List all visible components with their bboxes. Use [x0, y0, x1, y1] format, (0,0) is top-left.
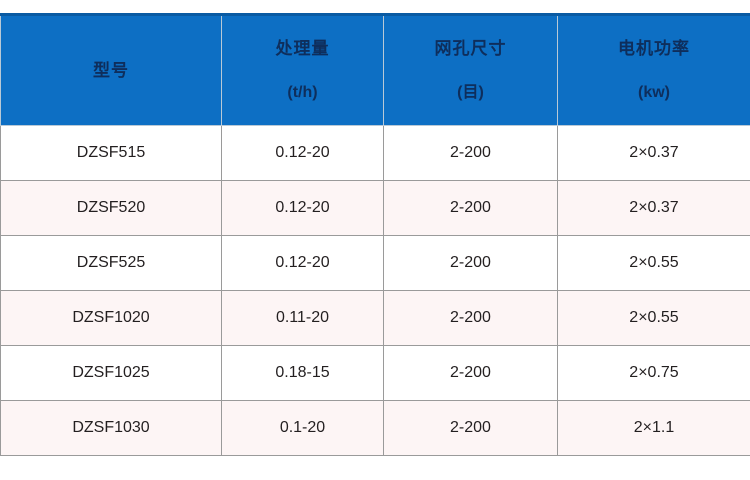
cell-motor-power: 2×0.75: [557, 345, 750, 401]
cell-model: DZSF525: [0, 235, 222, 291]
table-row: DZSF1030 0.1-20 2-200 2×1.1: [0, 400, 750, 456]
column-header-capacity-label: 处理量: [275, 38, 330, 58]
table-row: DZSF525 0.12-20 2-200 2×0.55: [0, 235, 750, 291]
table-row: DZSF520 0.12-20 2-200 2×0.37: [0, 180, 750, 236]
column-header-mesh-size: 网孔尺寸 (目): [383, 13, 558, 126]
cell-model: DZSF1020: [0, 290, 222, 346]
cell-mesh-size: 2-200: [383, 125, 558, 181]
column-header-mesh-size-label: 网孔尺寸: [434, 38, 507, 58]
cell-motor-power: 2×1.1: [557, 400, 750, 456]
table-row: DZSF1025 0.18-15 2-200 2×0.75: [0, 345, 750, 401]
column-header-model-label: 型号: [93, 60, 129, 80]
cell-mesh-size: 2-200: [383, 400, 558, 456]
table-header: 型号 处理量 (t/h) 网孔尺寸 (目): [0, 13, 750, 126]
cell-capacity: 0.1-20: [221, 400, 384, 456]
table-row: DZSF515 0.12-20 2-200 2×0.37: [0, 125, 750, 181]
cell-capacity: 0.12-20: [221, 235, 384, 291]
cell-motor-power: 2×0.55: [557, 290, 750, 346]
cell-mesh-size: 2-200: [383, 180, 558, 236]
column-header-capacity-unit: (t/h): [287, 84, 318, 102]
cell-model: DZSF515: [0, 125, 222, 181]
column-header-motor-power-unit: (kw): [638, 84, 670, 102]
column-header-motor-power: 电机功率 (kw): [557, 13, 750, 126]
cell-motor-power: 2×0.55: [557, 235, 750, 291]
table-header-row: 型号 处理量 (t/h) 网孔尺寸 (目): [0, 13, 750, 126]
column-header-motor-power-label: 电机功率: [618, 38, 690, 58]
table-row: DZSF1020 0.11-20 2-200 2×0.55: [0, 290, 750, 346]
cell-model: DZSF520: [0, 180, 222, 236]
cell-model: DZSF1025: [0, 345, 222, 401]
specification-table: 型号 处理量 (t/h) 网孔尺寸 (目): [0, 13, 750, 456]
column-header-capacity: 处理量 (t/h): [221, 13, 384, 126]
cell-capacity: 0.12-20: [221, 180, 384, 236]
cell-capacity: 0.18-15: [221, 345, 384, 401]
cell-mesh-size: 2-200: [383, 235, 558, 291]
cell-capacity: 0.11-20: [221, 290, 384, 346]
column-header-model: 型号: [0, 13, 222, 126]
cell-motor-power: 2×0.37: [557, 125, 750, 181]
specification-table-container: 型号 处理量 (t/h) 网孔尺寸 (目): [0, 13, 750, 456]
column-header-mesh-size-unit: (目): [457, 84, 484, 102]
table-body: DZSF515 0.12-20 2-200 2×0.37 DZSF520 0.1…: [0, 125, 750, 456]
cell-mesh-size: 2-200: [383, 290, 558, 346]
cell-motor-power: 2×0.37: [557, 180, 750, 236]
cell-model: DZSF1030: [0, 400, 222, 456]
cell-capacity: 0.12-20: [221, 125, 384, 181]
cell-mesh-size: 2-200: [383, 345, 558, 401]
